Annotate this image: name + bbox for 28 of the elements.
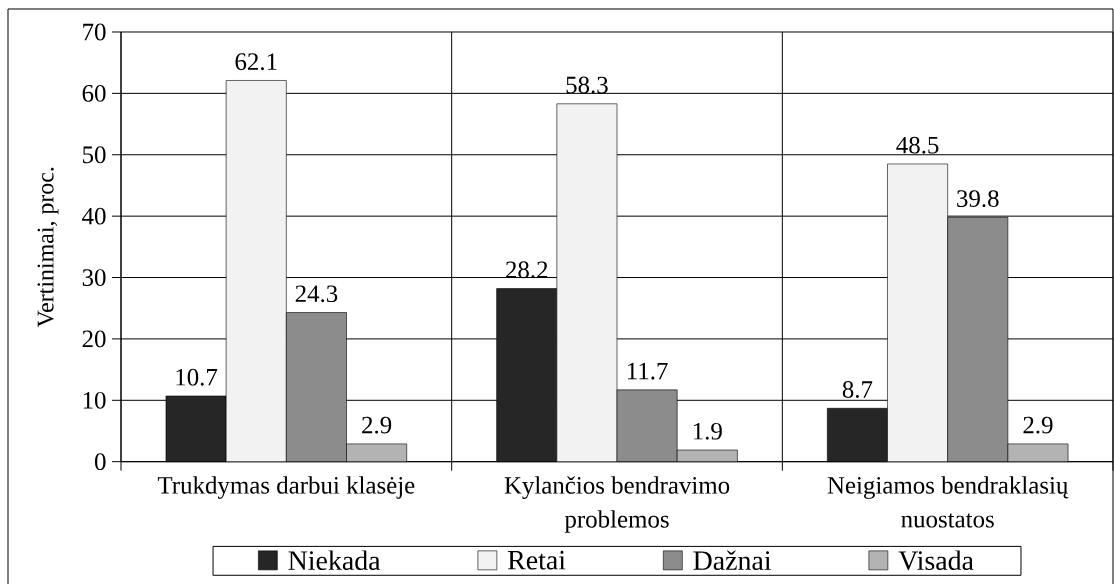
data-label: 11.7 bbox=[627, 362, 668, 380]
y-tick-label: 30 bbox=[82, 269, 106, 286]
legend-label: Retai bbox=[507, 550, 566, 570]
data-label: 39.8 bbox=[957, 190, 999, 208]
y-tick-label: 10 bbox=[83, 391, 106, 409]
data-label: 10.7 bbox=[176, 368, 218, 386]
x-tick-label: Trukdymas darbui klasėje bbox=[157, 476, 415, 499]
y-tick-label: 50 bbox=[83, 146, 106, 164]
data-label: 24.3 bbox=[295, 285, 338, 303]
y-tick-label: 60 bbox=[82, 84, 106, 102]
y-tick-label: 70 bbox=[83, 23, 106, 41]
legend-label: Dažnai bbox=[693, 550, 772, 571]
data-label: 58.3 bbox=[566, 76, 608, 94]
y-axis-title: Vertinimai, proc. bbox=[37, 167, 59, 328]
legend-label: Niekada bbox=[288, 550, 381, 571]
y-tick-label: 40 bbox=[82, 207, 106, 225]
x-tick-label: Neigiamos bendraklasių nuostatos bbox=[827, 476, 1069, 528]
data-label: 2.9 bbox=[362, 416, 392, 434]
data-label: 8.7 bbox=[842, 381, 873, 398]
data-label: 1.9 bbox=[693, 422, 722, 440]
data-label: 62.1 bbox=[235, 53, 277, 71]
data-label: 2.9 bbox=[1023, 416, 1053, 434]
legend-label: Visada bbox=[898, 550, 974, 571]
data-label: 28.2 bbox=[506, 261, 548, 279]
y-tick-label: 20 bbox=[82, 330, 106, 348]
data-label: 48.5 bbox=[896, 136, 939, 154]
x-tick-label: Kylančios bendravimo problemos bbox=[504, 476, 730, 533]
y-tick-label: 0 bbox=[94, 453, 106, 471]
